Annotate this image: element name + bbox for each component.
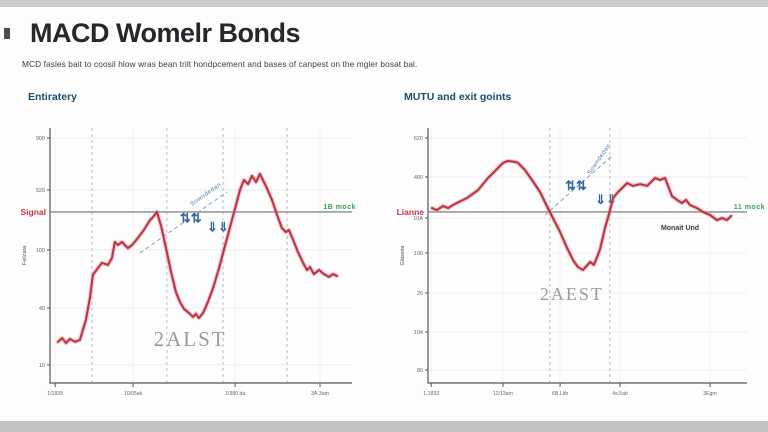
- mock-label: 1B mock: [323, 204, 356, 211]
- signal-label: Signal: [20, 207, 46, 217]
- arrow-glyphs-icon: ⇅⇅: [565, 178, 587, 193]
- title-accent-mark: [4, 28, 10, 39]
- x-tick-label: 6B.Lkb: [552, 391, 568, 397]
- trend-annotation-line: [139, 191, 228, 254]
- x-tick-label: 11/13am: [493, 391, 513, 397]
- mock-label: 11 mock: [734, 204, 765, 211]
- y-tick-label: 26: [417, 291, 423, 297]
- price-line: [431, 159, 733, 272]
- y-tick-label: 520: [36, 188, 45, 194]
- momentum-label: Monait Und: [661, 225, 699, 232]
- x-tick-label: 4s.5ab: [612, 391, 628, 397]
- x-tick-label: 3A.3am: [311, 391, 329, 397]
- price-line: [56, 172, 338, 345]
- axes: [49, 128, 352, 384]
- signal-label: Lianne: [397, 207, 425, 217]
- y-tick-label: 100: [414, 251, 423, 257]
- y-tick-label: 100: [36, 248, 45, 254]
- y-tick-label: 104: [414, 330, 423, 336]
- x-tick-label: 3Egm: [703, 391, 717, 397]
- watermark-text: 2AEST: [540, 284, 604, 304]
- y-tick-label: 10: [39, 363, 45, 369]
- right-chart-canvas: 620 400 10A 100 26 104 80 1,1833 11/13am 6B.Lkb 4s…: [397, 128, 765, 397]
- x-tick-label: 10/05ak: [124, 391, 143, 397]
- axes: [427, 128, 747, 384]
- y-tick-label: 620: [414, 136, 423, 142]
- top-border: [0, 0, 768, 7]
- left-chart: 900 520 100 40 10 1/1839 10/05ak 1/380.da 3A.3am…: [20, 120, 368, 398]
- y-axis-label: Glaswta: [400, 245, 406, 266]
- right-chart: 620 400 10A 100 26 104 80 1,1833 11/13am 6B.Lkb 4s…: [395, 120, 767, 398]
- x-tick-label: 1/380.da: [225, 391, 245, 397]
- y-axis-label: Felicata: [22, 245, 28, 265]
- x-tick-label: 1,1833: [423, 391, 439, 397]
- y-tick-label: 400: [414, 175, 423, 181]
- left-chart-title: Entiratery: [28, 91, 78, 103]
- watermark-text: 2ALST: [154, 327, 227, 351]
- left-chart-canvas: 900 520 100 40 10 1/1839 10/05ak 1/380.da 3A.3am…: [20, 128, 356, 397]
- x-tick-label: 1/1839: [47, 391, 63, 397]
- y-tick-label: 10A: [413, 216, 423, 222]
- y-tick-label: 900: [36, 136, 45, 142]
- slide-title: MACD Womelr Bonds: [30, 18, 301, 48]
- y-tick-label: 40: [39, 306, 45, 312]
- trend-annotation-line: [544, 154, 614, 216]
- right-chart-title: MUTU and exit goints: [404, 91, 512, 103]
- y-tick-label: 80: [417, 368, 423, 374]
- trend-annotation-text: Sowndedan: [190, 182, 223, 208]
- arrow-glyphs-icon: ⇓⇓: [207, 219, 229, 234]
- bottom-border: [0, 421, 768, 432]
- arrow-glyphs-icon: ⇅⇅: [180, 210, 202, 225]
- slide-subtitle: MCD fasles bait to coosil hlow wras bean…: [22, 59, 418, 69]
